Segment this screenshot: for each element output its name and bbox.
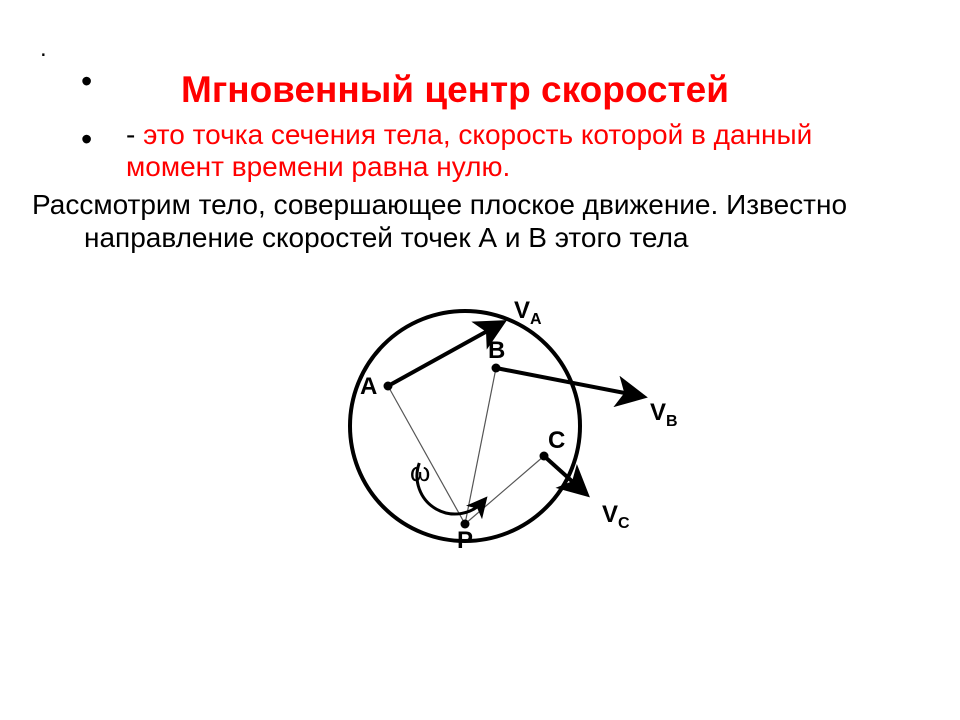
- svg-text:VA: VA: [514, 297, 542, 328]
- definition-text: - это точка сечения тела, скорость котор…: [126, 119, 930, 183]
- svg-text:P: P: [457, 527, 473, 554]
- definition-item: - это точка сечения тела, скорость котор…: [126, 119, 930, 183]
- svg-text:VC: VC: [602, 501, 630, 532]
- svg-text:C: C: [548, 427, 565, 454]
- title-item: Мгновенный центр скоростей: [126, 63, 930, 119]
- svg-text:VB: VB: [650, 399, 678, 430]
- svg-text:A: A: [360, 373, 377, 400]
- body-paragraph: Рассмотрим тело, совершающее плоское дви…: [82, 183, 930, 253]
- definition-body: это точка сечения тела, скорость которой…: [126, 119, 812, 182]
- leading-dot: .: [30, 35, 930, 63]
- definition-dash: -: [126, 119, 143, 150]
- bullet-list: Мгновенный центр скоростей - это точка с…: [30, 63, 930, 183]
- svg-text:B: B: [488, 337, 505, 364]
- svg-text:ω: ω: [410, 457, 430, 487]
- slide-title: Мгновенный центр скоростей: [126, 63, 930, 119]
- velocity-diagram: VA VB VC ω P A B C: [280, 276, 680, 566]
